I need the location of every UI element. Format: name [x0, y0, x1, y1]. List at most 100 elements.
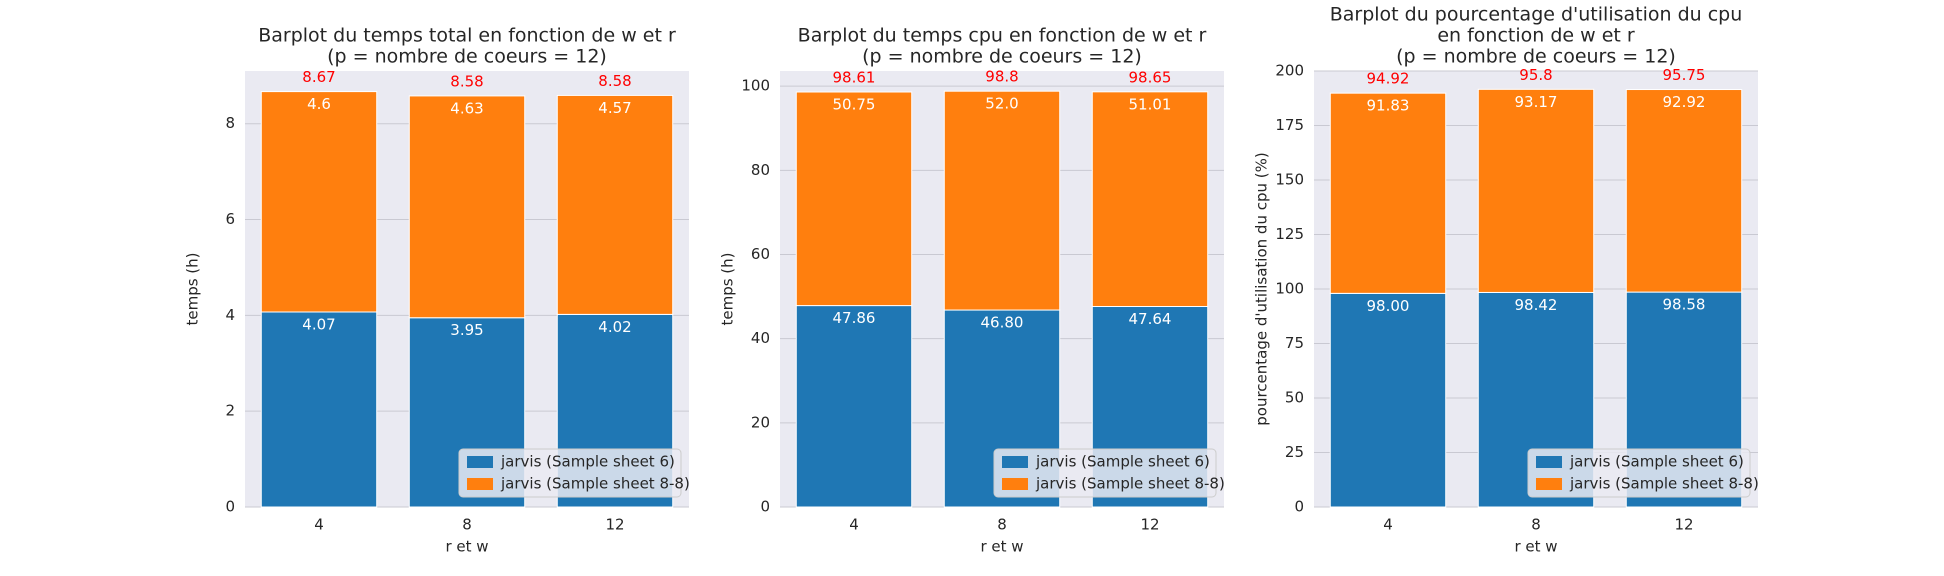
legend-swatch	[467, 478, 493, 490]
total-label: 98.65	[1129, 68, 1172, 86]
legend-box	[993, 448, 1217, 498]
x-tick-label: 4	[849, 516, 859, 534]
y-tick-label: 2	[225, 402, 235, 420]
bar-segment	[1625, 89, 1743, 293]
y-tick-label: 200	[1275, 62, 1304, 80]
chart-title: Barplot du temps total en fonction de w …	[258, 25, 676, 47]
legend-swatch	[1002, 456, 1028, 468]
chart-title: (p = nombre de coeurs = 12)	[862, 46, 1142, 68]
value-label: 47.86	[833, 309, 876, 327]
legend-swatch	[1002, 478, 1028, 490]
bar-segment	[1329, 92, 1447, 294]
legend-box	[458, 448, 682, 498]
y-tick-label: 150	[1275, 171, 1304, 189]
y-tick-label: 80	[751, 161, 770, 179]
x-tick-label: 4	[1383, 516, 1393, 534]
bar-segment	[1329, 292, 1447, 508]
total-label: 8.58	[598, 72, 631, 90]
bar-segment	[408, 95, 526, 319]
y-tick-label: 125	[1275, 225, 1304, 243]
legend-swatch	[1536, 456, 1562, 468]
y-axis-label: temps (h)	[184, 252, 202, 325]
legend-label: jarvis (Sample sheet 6)	[1035, 453, 1210, 471]
y-tick-label: 4	[225, 306, 235, 324]
chart-title: Barplot du pourcentage d'utilisation du …	[1330, 4, 1743, 26]
legend-label: jarvis (Sample sheet 8-8)	[500, 475, 690, 493]
bar-segment	[260, 311, 378, 508]
y-tick-label: 0	[760, 498, 770, 516]
subplot: 0 25 50 75 100 125 150 175 200 98.00 98.42 98.58 91.…	[1253, 4, 1759, 556]
value-label: 50.75	[833, 96, 876, 114]
value-label: 47.64	[1129, 310, 1172, 328]
total-label: 95.8	[1519, 66, 1552, 84]
y-tick-label: 100	[741, 77, 770, 95]
value-label: 4.02	[598, 318, 631, 336]
x-tick-label: 12	[1674, 516, 1693, 534]
x-tick-label: 12	[1140, 516, 1159, 534]
y-tick-label: 6	[225, 210, 235, 228]
total-label: 8.67	[302, 68, 335, 86]
y-tick-label: 25	[1285, 443, 1304, 461]
legend-swatch	[1536, 478, 1562, 490]
value-label: 92.92	[1663, 93, 1706, 111]
legend-label: jarvis (Sample sheet 8-8)	[1035, 475, 1225, 493]
value-label: 93.17	[1515, 93, 1558, 111]
value-label: 4.6	[307, 95, 331, 113]
value-label: 4.57	[598, 99, 631, 117]
legend-swatch	[467, 456, 493, 468]
y-tick-label: 8	[225, 114, 235, 132]
legend: jarvis (Sample sheet 6) jarvis (Sample sh…	[1527, 448, 1759, 498]
y-axis-label: temps (h)	[719, 252, 737, 325]
total-label: 98.61	[833, 69, 876, 87]
value-label: 46.80	[981, 314, 1024, 332]
value-label: 52.0	[985, 95, 1018, 113]
x-axis-label: r et w	[445, 538, 488, 556]
y-tick-label: 0	[1294, 498, 1304, 516]
total-label: 94.92	[1367, 70, 1410, 88]
legend: jarvis (Sample sheet 6) jarvis (Sample sh…	[458, 448, 690, 498]
legend-label: jarvis (Sample sheet 6)	[500, 453, 675, 471]
legend-label: jarvis (Sample sheet 8-8)	[1569, 475, 1759, 493]
x-tick-label: 4	[314, 516, 324, 534]
chart-title: en fonction de w et r	[1437, 25, 1635, 47]
total-label: 98.8	[985, 68, 1018, 86]
bar-segment	[1477, 88, 1595, 293]
y-tick-label: 75	[1285, 334, 1304, 352]
chart-title: (p = nombre de coeurs = 12)	[327, 46, 607, 68]
value-label: 98.00	[1367, 297, 1410, 315]
value-label: 91.83	[1367, 97, 1410, 115]
legend-box	[1527, 448, 1751, 498]
bar-segment	[556, 94, 674, 315]
chart-title: (p = nombre de coeurs = 12)	[1396, 46, 1676, 68]
legend-label: jarvis (Sample sheet 6)	[1569, 453, 1744, 471]
bar-segment	[260, 91, 378, 313]
legend: jarvis (Sample sheet 6) jarvis (Sample sh…	[993, 448, 1225, 498]
x-axis-label: r et w	[980, 538, 1023, 556]
y-tick-label: 20	[751, 413, 770, 431]
y-tick-label: 50	[1285, 389, 1304, 407]
y-tick-label: 40	[751, 329, 770, 347]
x-axis-label: r et w	[1514, 538, 1557, 556]
y-tick-label: 60	[751, 245, 770, 263]
chart-title: Barplot du temps cpu en fonction de w et…	[798, 25, 1207, 47]
y-tick-label: 0	[225, 498, 235, 516]
x-tick-label: 8	[462, 516, 472, 534]
value-label: 98.42	[1515, 296, 1558, 314]
y-axis-label: pourcentage d'utilisation du cpu (%)	[1253, 152, 1271, 425]
value-label: 4.63	[450, 99, 483, 117]
bar-segment	[795, 91, 913, 307]
value-label: 51.01	[1129, 95, 1172, 113]
value-label: 3.95	[450, 321, 483, 339]
x-tick-label: 12	[605, 516, 624, 534]
bar-segment	[795, 305, 913, 508]
bar-segment	[1091, 91, 1209, 308]
subplot: 0 2 4 6 8 4.07 3.95 4.02 4.6 4.63 4.57 4 8.67 8 8.58 12…	[184, 25, 690, 556]
y-tick-label: 100	[1275, 280, 1304, 298]
y-tick-label: 175	[1275, 116, 1304, 134]
value-label: 4.07	[302, 315, 335, 333]
subplot: 0 20 40 60 80 100 47.86 46.80 47.64 50.75 52.0 51.0…	[719, 25, 1225, 556]
total-label: 8.58	[450, 72, 483, 90]
x-tick-label: 8	[1531, 516, 1541, 534]
bar-segment	[943, 90, 1061, 311]
